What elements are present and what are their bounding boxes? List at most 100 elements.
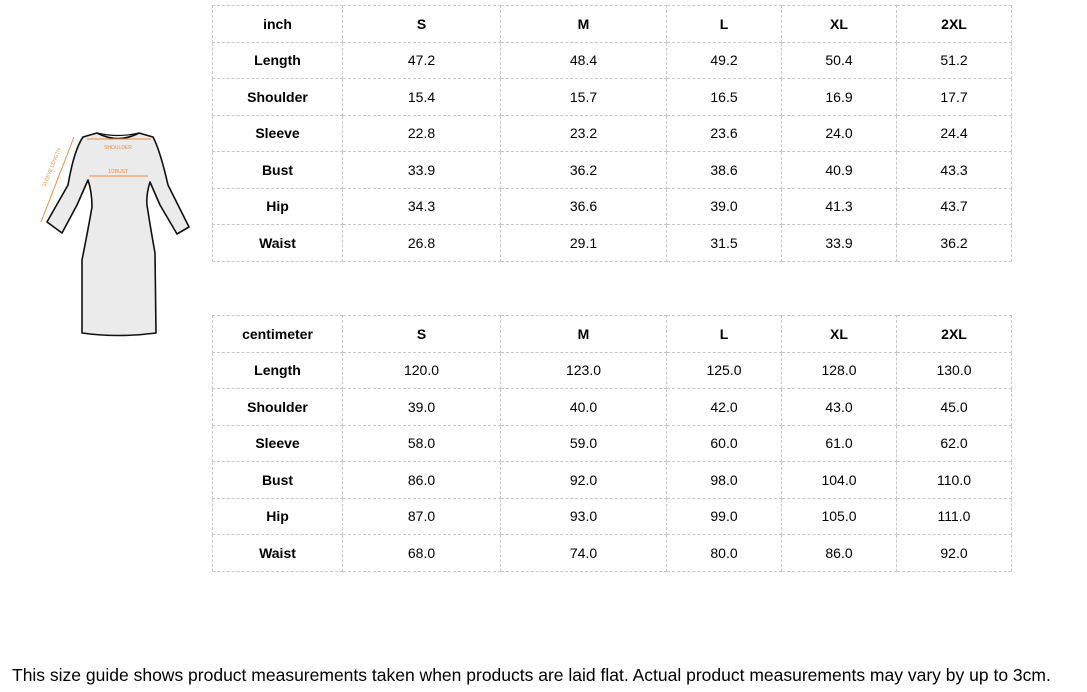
measurement-value: 62.0 — [896, 424, 1012, 462]
measurement-value: 92.0 — [896, 534, 1012, 572]
measurement-value: 51.2 — [896, 41, 1012, 79]
measurement-value: 130.0 — [896, 351, 1012, 389]
measurement-value: 105.0 — [781, 497, 897, 535]
measurement-value: 43.7 — [896, 187, 1012, 225]
neckline — [96, 132, 140, 137]
measurement-value: 111.0 — [896, 497, 1012, 535]
measurement-value: 33.9 — [781, 224, 897, 262]
unit-header: inch — [212, 5, 343, 43]
table-header-row: inch S M L XL 2XL — [212, 5, 1012, 43]
measurement-value: 123.0 — [500, 351, 667, 389]
size-header: L — [666, 5, 782, 43]
measurement-value: 24.0 — [781, 114, 897, 152]
measurement-value: 40.9 — [781, 151, 897, 189]
measurement-value: 47.2 — [342, 41, 501, 79]
measurement-label: Sleeve — [212, 424, 343, 462]
measurement-label: Hip — [212, 187, 343, 225]
table-row: Length 47.2 48.4 49.2 50.4 51.2 — [212, 41, 1012, 79]
table-row: Hip 34.3 36.6 39.0 41.3 43.7 — [212, 187, 1012, 225]
measurement-value: 68.0 — [342, 534, 501, 572]
measurement-value: 104.0 — [781, 461, 897, 499]
table-row: Waist 68.0 74.0 80.0 86.0 92.0 — [212, 534, 1012, 572]
measurement-label: Length — [212, 351, 343, 389]
size-header: 2XL — [896, 5, 1012, 43]
sleeve-length-label: SLEEVE LENGTH — [42, 147, 63, 188]
table-row: Shoulder 39.0 40.0 42.0 43.0 45.0 — [212, 388, 1012, 426]
measurement-value: 36.2 — [500, 151, 667, 189]
table-row: Waist 26.8 29.1 31.5 33.9 36.2 — [212, 224, 1012, 262]
table-row: Hip 87.0 93.0 99.0 105.0 111.0 — [212, 497, 1012, 535]
measurement-value: 110.0 — [896, 461, 1012, 499]
measurement-value: 34.3 — [342, 187, 501, 225]
measurement-value: 22.8 — [342, 114, 501, 152]
measurement-value: 42.0 — [666, 388, 782, 426]
measurement-value: 26.8 — [342, 224, 501, 262]
measurement-value: 33.9 — [342, 151, 501, 189]
measurement-value: 15.7 — [500, 78, 667, 116]
measurement-label: Shoulder — [212, 388, 343, 426]
measurement-value: 45.0 — [896, 388, 1012, 426]
measurement-value: 61.0 — [781, 424, 897, 462]
measurement-label: Shoulder — [212, 78, 343, 116]
size-header: M — [500, 315, 667, 353]
measurement-value: 29.1 — [500, 224, 667, 262]
measurement-value: 93.0 — [500, 497, 667, 535]
measurement-value: 23.2 — [500, 114, 667, 152]
measurement-value: 39.0 — [342, 388, 501, 426]
measurement-value: 31.5 — [666, 224, 782, 262]
measurement-value: 125.0 — [666, 351, 782, 389]
measurement-value: 59.0 — [500, 424, 667, 462]
centimeter-size-table: centimeter S M L XL 2XL Length 120.0 123.0… — [212, 315, 1012, 572]
measurement-label: Hip — [212, 497, 343, 535]
unit-header: centimeter — [212, 315, 343, 353]
bust-label: 1/2BUST — [108, 169, 128, 175]
measurement-value: 43.0 — [781, 388, 897, 426]
measurement-label: Waist — [212, 224, 343, 262]
measurement-label: Waist — [212, 534, 343, 572]
measurement-value: 48.4 — [500, 41, 667, 79]
inch-size-table: inch S M L XL 2XL Length 47.2 48.4 49.2 50.4… — [212, 5, 1012, 262]
measurement-value: 16.9 — [781, 78, 897, 116]
measurement-value: 74.0 — [500, 534, 667, 572]
measurement-value: 50.4 — [781, 41, 897, 79]
size-guide-footnote: This size guide shows product measuremen… — [12, 665, 1051, 685]
measurement-label: Bust — [212, 461, 343, 499]
measurement-value: 58.0 — [342, 424, 501, 462]
measurement-value: 16.5 — [666, 78, 782, 116]
measurement-value: 60.0 — [666, 424, 782, 462]
size-header: XL — [781, 5, 897, 43]
measurement-value: 120.0 — [342, 351, 501, 389]
measurement-label: Length — [212, 41, 343, 79]
measurement-value: 99.0 — [666, 497, 782, 535]
measurement-value: 15.4 — [342, 78, 501, 116]
measurement-value: 128.0 — [781, 351, 897, 389]
measurement-value: 38.6 — [666, 151, 782, 189]
dress-measurement-illustration: SHOULDER 1/2BUST SLEEVE LENGTH — [40, 132, 190, 337]
size-header: L — [666, 315, 782, 353]
size-header: S — [342, 5, 501, 43]
measurement-value: 86.0 — [342, 461, 501, 499]
size-header: 2XL — [896, 315, 1012, 353]
size-header: XL — [781, 315, 897, 353]
measurement-value: 86.0 — [781, 534, 897, 572]
measurement-label: Bust — [212, 151, 343, 189]
measurement-value: 98.0 — [666, 461, 782, 499]
measurement-value: 36.2 — [896, 224, 1012, 262]
measurement-value: 80.0 — [666, 534, 782, 572]
table-row: Sleeve 22.8 23.2 23.6 24.0 24.4 — [212, 114, 1012, 152]
size-header: M — [500, 5, 667, 43]
table-row: Bust 86.0 92.0 98.0 104.0 110.0 — [212, 461, 1012, 499]
size-header: S — [342, 315, 501, 353]
measurement-value: 43.3 — [896, 151, 1012, 189]
measurement-value: 49.2 — [666, 41, 782, 79]
shoulder-label: SHOULDER — [104, 145, 132, 151]
measurement-value: 36.6 — [500, 187, 667, 225]
table-row: Sleeve 58.0 59.0 60.0 61.0 62.0 — [212, 424, 1012, 462]
measurement-label: Sleeve — [212, 114, 343, 152]
measurement-value: 92.0 — [500, 461, 667, 499]
table-row: Bust 33.9 36.2 38.6 40.9 43.3 — [212, 151, 1012, 189]
measurement-value: 41.3 — [781, 187, 897, 225]
table-header-row: centimeter S M L XL 2XL — [212, 315, 1012, 353]
measurement-value: 23.6 — [666, 114, 782, 152]
measurement-value: 17.7 — [896, 78, 1012, 116]
